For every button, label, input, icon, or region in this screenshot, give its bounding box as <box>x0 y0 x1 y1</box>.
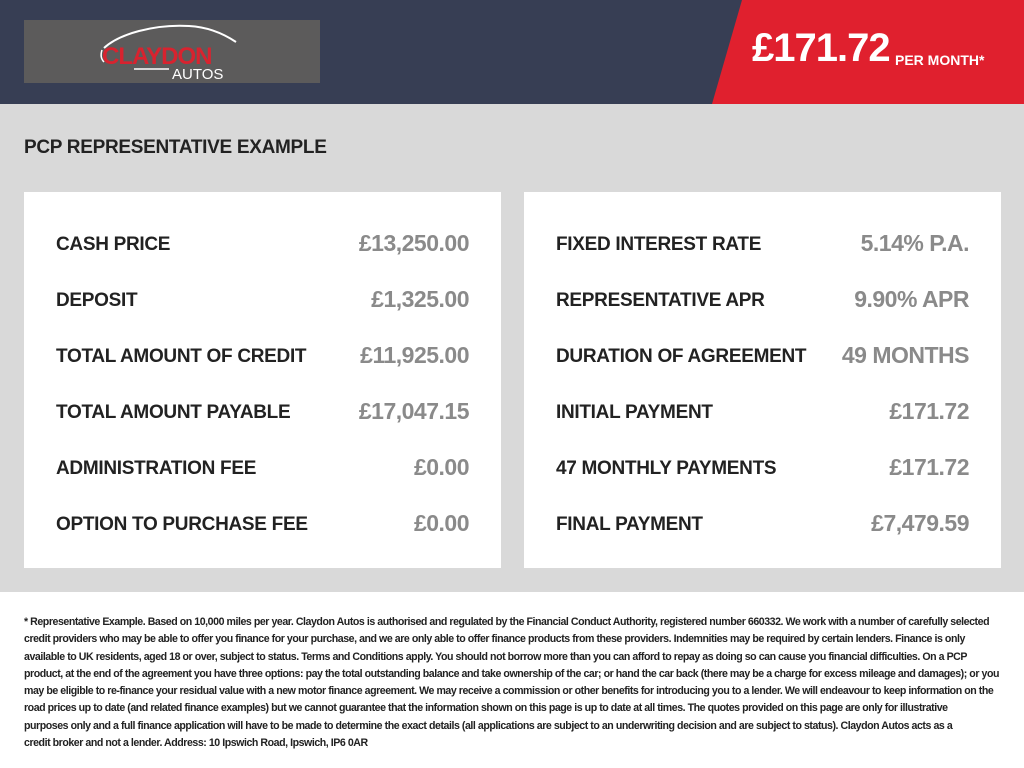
row-label: CASH PRICE <box>56 234 171 255</box>
row-label: 47 MONTHLY PAYMENTS <box>556 458 777 479</box>
finance-card-left: CASH PRICE £13,250.00 DEPOSIT £1,325.00 TO… <box>24 192 501 568</box>
disclaimer-line: * Representative Example. Based on 10,00… <box>24 616 990 628</box>
header: CLAYDON AUTOS £171.72 PER MONTH* <box>0 0 1024 104</box>
disclaimer-line: purposes only and a full finance applica… <box>24 719 953 732</box>
row-value: £171.72 <box>889 454 969 480</box>
row-value: 9.90% APR <box>854 286 969 312</box>
finance-row: 47 MONTHLY PAYMENTS £171.72 <box>556 454 969 484</box>
finance-row: DEPOSIT £1,325.00 <box>56 286 469 316</box>
svg-text:AUTOS: AUTOS <box>172 66 223 83</box>
disclaimer-line: may be eligible to re-finance your resid… <box>24 685 994 698</box>
row-label: ADMINISTRATION FEE <box>56 458 257 479</box>
finance-row: ADMINISTRATION FEE £0.00 <box>56 454 470 484</box>
row-value: £171.72 <box>889 398 969 424</box>
row-label: DURATION OF AGREEMENT <box>556 346 807 367</box>
svg-text:CLAYDON: CLAYDON <box>102 43 211 70</box>
per-month-label: PER MONTH* <box>895 52 985 68</box>
monthly-price: £171.72 <box>752 26 891 70</box>
finance-row: REPRESENTATIVE APR 9.90% APR <box>556 286 969 316</box>
row-value: 49 MONTHS <box>841 342 970 368</box>
section-title: PCP REPRESENTATIVE EXAMPLE <box>24 137 327 158</box>
row-value: £1,325.00 <box>371 286 469 312</box>
row-label: FIXED INTEREST RATE <box>556 234 762 255</box>
disclaimer-line: product, at the end of the agreement you… <box>24 667 999 680</box>
disclaimer-line: credit broker and not a lender. Address:… <box>24 737 368 750</box>
row-label: OPTION TO PURCHASE FEE <box>56 514 308 535</box>
car-silhouette-icon: CLAYDON AUTOS <box>100 24 237 83</box>
row-label: DEPOSIT <box>56 290 138 311</box>
finance-row: TOTAL AMOUNT PAYABLE £17,047.15 <box>56 398 470 428</box>
disclaimer-line: credit providers who may be able to offe… <box>24 633 965 646</box>
finance-row: CASH PRICE £13,250.00 <box>56 230 470 260</box>
row-value: £0.00 <box>413 454 470 480</box>
row-label: FINAL PAYMENT <box>556 514 703 535</box>
row-value: £0.00 <box>413 510 470 536</box>
disclaimer-line: available to UK residents, aged 18 or ov… <box>24 650 967 663</box>
row-label: INITIAL PAYMENT <box>556 402 713 423</box>
finance-row: FINAL PAYMENT £7,479.59 <box>556 510 969 540</box>
row-value: 5.14% P.A. <box>860 230 970 256</box>
claydon-autos-logo[interactable]: CLAYDON AUTOS <box>24 20 320 83</box>
finance-row: DURATION OF AGREEMENT 49 MONTHS <box>556 342 970 372</box>
finance-row: OPTION TO PURCHASE FEE £0.00 <box>56 510 470 540</box>
row-value: £13,250.00 <box>358 230 470 256</box>
disclaimer: * Representative Example. Based on 10,00… <box>24 614 999 752</box>
row-label: TOTAL AMOUNT OF CREDIT <box>56 346 307 367</box>
finance-row: FIXED INTEREST RATE 5.14% P.A. <box>556 230 970 260</box>
row-value: £17,047.15 <box>358 398 470 424</box>
row-label: REPRESENTATIVE APR <box>556 290 765 311</box>
row-value: £11,925.00 <box>360 342 469 368</box>
finance-row: TOTAL AMOUNT OF CREDIT £11,925.00 <box>56 342 469 372</box>
price-banner <box>712 0 1024 104</box>
finance-card-right: FIXED INTEREST RATE 5.14% P.A. REPRESENTA… <box>524 192 1001 568</box>
disclaimer-line: road prices up to date (and related fina… <box>24 702 948 715</box>
finance-row: INITIAL PAYMENT £171.72 <box>556 398 969 428</box>
row-label: TOTAL AMOUNT PAYABLE <box>56 402 291 423</box>
row-value: £7,479.59 <box>871 510 969 536</box>
